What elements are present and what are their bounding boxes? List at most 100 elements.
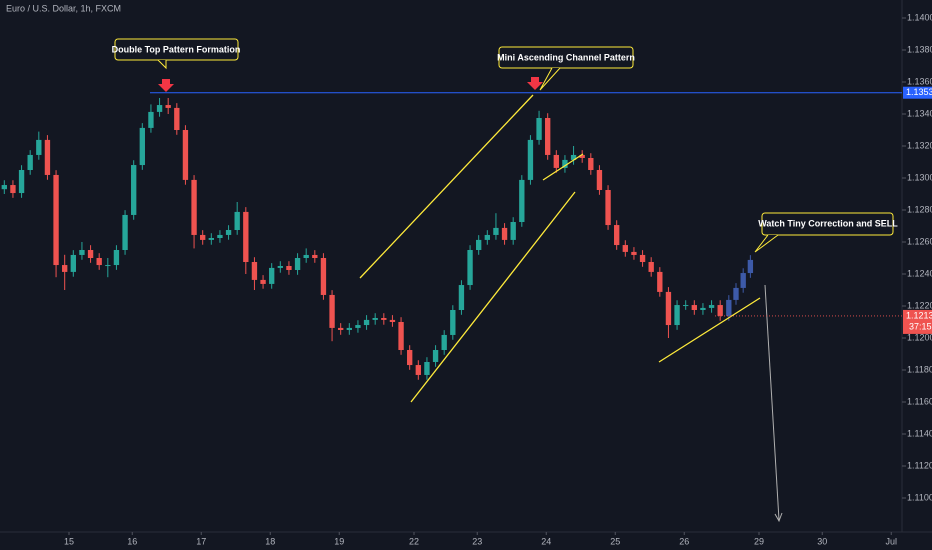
candle-body [70, 254, 76, 272]
candle-body [62, 265, 68, 272]
candle-body [519, 179, 525, 222]
candle-body [260, 279, 266, 284]
x-tick-label: 26 [679, 536, 689, 546]
y-tick-label: 1.14000 [907, 12, 932, 22]
candle-body [562, 159, 568, 168]
callout-box [114, 38, 239, 61]
candle-body [139, 127, 145, 166]
price-tag [903, 86, 932, 99]
candle-body [312, 254, 318, 258]
y-tick-label: 1.13800 [907, 44, 932, 54]
candle-body [372, 318, 378, 320]
candle-body [96, 258, 102, 266]
y-tick-label: 1.11200 [907, 460, 932, 470]
candle-body [476, 239, 482, 250]
callout-text: Watch Tiny Correction and SELL [758, 218, 898, 228]
last-price-tag [903, 309, 932, 334]
candle-body [148, 111, 154, 128]
candle-body [18, 170, 25, 194]
candle-body [484, 234, 490, 240]
candle-body [10, 185, 16, 194]
candle-body [631, 251, 637, 255]
candle-body [269, 267, 275, 284]
y-tick-label: 1.12400 [907, 268, 932, 278]
candle-body [286, 266, 292, 270]
countdown-label: 37:15 [909, 321, 932, 331]
x-tick-label: 24 [541, 536, 551, 546]
plot [1, 98, 754, 380]
candle-body [131, 165, 137, 215]
candle-body [622, 245, 628, 252]
x-tick-label: 15 [64, 536, 74, 546]
y-tick-label: 1.12200 [907, 300, 932, 310]
candle-body [87, 250, 94, 258]
callout-tail [754, 234, 779, 253]
y-tick-label: 1.13200 [907, 140, 932, 150]
candle-body [243, 211, 249, 262]
x-tick-label: 17 [196, 536, 206, 546]
candle-body [36, 139, 42, 155]
support-line [658, 297, 761, 363]
candle-body [217, 234, 223, 238]
candle-body [329, 294, 335, 328]
x-tick-label: 29 [754, 536, 764, 546]
y-tick-label: 1.13400 [907, 108, 932, 118]
candle-body [156, 105, 163, 112]
x-tick-label: 18 [265, 536, 275, 546]
candle-body [501, 227, 508, 240]
candle-body [225, 230, 232, 235]
candle-body [467, 250, 473, 286]
y-tick-label: 1.12600 [907, 236, 932, 246]
candle-body [234, 211, 240, 230]
candle-body [53, 174, 59, 266]
candle-body [44, 139, 51, 175]
y-tick-label: 1.13000 [907, 172, 932, 182]
candle-body [614, 225, 620, 246]
candle-body [381, 318, 387, 320]
candle-body [648, 262, 654, 272]
candle-body [407, 350, 413, 366]
candle-body [657, 271, 663, 292]
candle-body [545, 118, 551, 155]
candle-body [717, 305, 723, 316]
candle-body [493, 227, 499, 235]
candle-body [700, 307, 706, 310]
candle-body [165, 105, 171, 108]
candle-body [415, 365, 421, 375]
x-tick-label: 23 [472, 536, 482, 546]
candle-body [320, 258, 327, 295]
candle-body [1, 185, 7, 190]
candle-body [747, 259, 754, 274]
last-price-label: 1.12138 [906, 310, 932, 320]
arrow-shaft [764, 284, 780, 521]
candle-body [432, 350, 439, 362]
candle-body [740, 273, 746, 288]
candle-body [691, 305, 697, 310]
candle-body [605, 190, 611, 226]
channel-upper [359, 94, 534, 279]
callout-text: Mini Ascending Channel Pattern [497, 52, 635, 62]
candle-body [200, 234, 206, 240]
candle-body [277, 266, 283, 268]
x-tick-label: 19 [334, 536, 344, 546]
candle-body [346, 327, 352, 330]
candle-body [355, 325, 361, 328]
candle-body [424, 362, 430, 375]
candle-body [708, 305, 715, 308]
x-tick-label: 30 [817, 536, 827, 546]
x-tick-label: 16 [127, 536, 137, 546]
callout-tail [539, 67, 561, 91]
y-tick-label: 1.12000 [907, 332, 932, 342]
candle-body [458, 285, 465, 310]
callout: Double Top Pattern Formation [112, 38, 240, 92]
x-tick-label: Jul [885, 536, 897, 546]
callout-box [761, 212, 894, 236]
candle-body [674, 305, 680, 326]
candle-body [122, 214, 128, 250]
candle-body [665, 291, 672, 326]
candle-body [79, 250, 85, 255]
candle-body [441, 334, 447, 350]
candle-body [294, 258, 301, 270]
